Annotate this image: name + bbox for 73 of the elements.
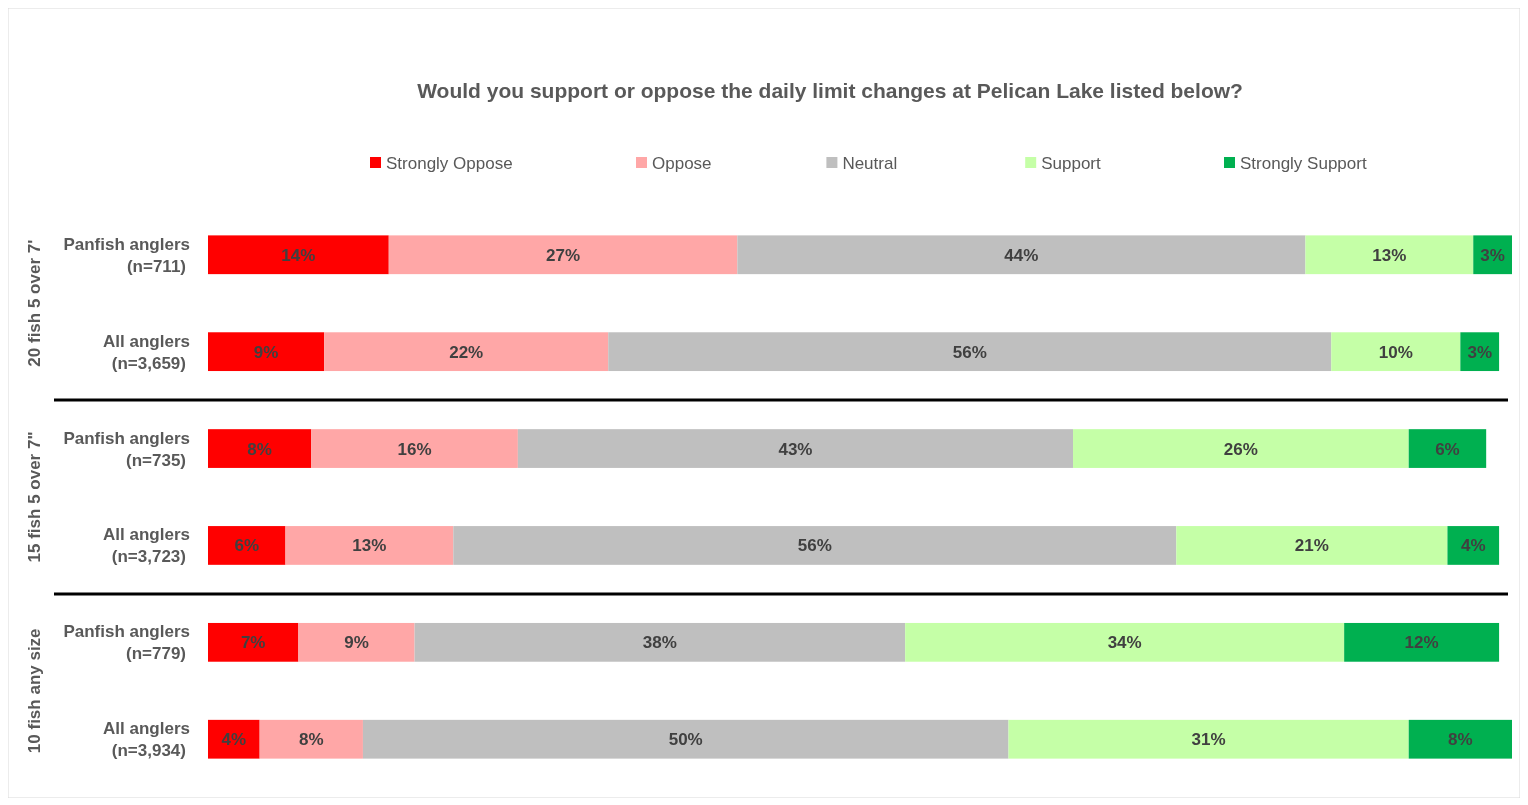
- data-label: 3%: [1467, 342, 1493, 362]
- y-tick-label: All anglers (n=3,723): [103, 525, 190, 567]
- data-label: 8%: [1448, 730, 1473, 750]
- bar: [1447, 526, 1500, 565]
- bar: [1008, 719, 1409, 759]
- bar: [208, 332, 325, 372]
- data-label: 50%: [668, 730, 703, 750]
- data-label: 14%: [281, 245, 316, 265]
- data-label: 9%: [253, 342, 279, 362]
- y-tick-label: Panfish anglers (n=779): [63, 622, 190, 664]
- data-label: 22%: [449, 342, 484, 362]
- bar: [414, 622, 906, 662]
- chart-title: Would you support or oppose the daily limit changes at Pelican Lake listed below?: [417, 79, 1243, 102]
- legend-label: Neutral: [842, 153, 898, 173]
- data-label: 6%: [1435, 439, 1460, 459]
- bar: [388, 235, 738, 275]
- bar: [324, 332, 609, 372]
- bar: [285, 526, 454, 565]
- text: 15 fish 5 over 7": [24, 431, 44, 563]
- bar: [208, 235, 389, 275]
- bar: [453, 526, 1177, 565]
- bar: [1344, 622, 1500, 662]
- data-label: 6%: [234, 536, 260, 556]
- data-label: 16%: [397, 439, 432, 459]
- data-label: 56%: [952, 342, 987, 362]
- bar: [517, 429, 1074, 468]
- bar: [737, 235, 1306, 275]
- data-label: 21%: [1294, 536, 1329, 556]
- data-label: 56%: [797, 536, 832, 556]
- data-label: 31%: [1191, 730, 1226, 750]
- data-label: 27%: [546, 245, 581, 265]
- bar: [1305, 235, 1474, 275]
- bar: [1408, 429, 1487, 468]
- bar: [905, 622, 1345, 662]
- y-tick-label: Panfish anglers (n=735): [63, 428, 190, 470]
- bar: [259, 719, 363, 759]
- legend-label: Support: [1041, 153, 1102, 173]
- bar: [208, 526, 286, 565]
- data-label: 44%: [1004, 245, 1039, 265]
- data-label: 38%: [642, 633, 677, 653]
- data-label: 9%: [344, 633, 369, 653]
- legend-label: Strongly Support: [1240, 153, 1367, 173]
- data-label: 34%: [1107, 633, 1142, 653]
- text: 10 fish any size: [24, 628, 44, 754]
- data-label: 3%: [1480, 245, 1505, 265]
- data-label: 26%: [1223, 439, 1258, 459]
- bar: [208, 719, 260, 759]
- y-tick-label: All anglers (n=3,659): [103, 331, 190, 373]
- bar: [1331, 332, 1461, 372]
- bar: [1408, 719, 1512, 759]
- data-label: 12%: [1404, 633, 1439, 653]
- bar: [608, 332, 1332, 372]
- y-tick-label: Panfish anglers (n=711): [63, 234, 190, 276]
- data-label: 7%: [240, 633, 266, 653]
- bar: [311, 429, 518, 468]
- y-tick-label: All anglers (n=3,934): [103, 719, 190, 761]
- text: 20 fish 5 over 7': [24, 239, 44, 367]
- legend-label: Oppose: [652, 153, 712, 173]
- data-label: 4%: [1460, 536, 1486, 556]
- bar: [298, 622, 415, 662]
- data-label: 13%: [1372, 245, 1407, 265]
- data-label: 10%: [1378, 342, 1413, 362]
- data-label: 4%: [221, 730, 247, 750]
- bar: [362, 719, 1009, 759]
- data-label: 8%: [299, 730, 324, 750]
- data-label: 8%: [247, 439, 272, 459]
- bar: [208, 622, 299, 662]
- data-label: 43%: [778, 439, 813, 459]
- bar: [208, 429, 312, 468]
- legend-label: Strongly Oppose: [386, 153, 513, 173]
- data-label: 13%: [352, 536, 387, 556]
- bar: [1176, 526, 1448, 565]
- bar: [1073, 429, 1409, 468]
